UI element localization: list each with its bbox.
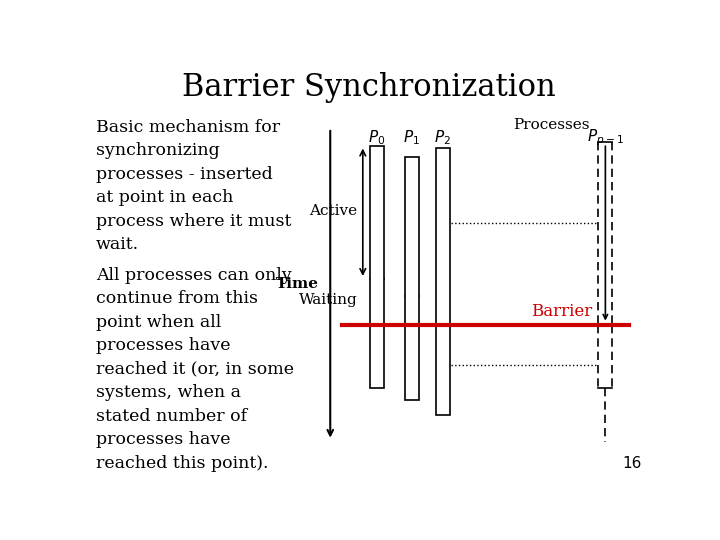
Text: $P_{p-1}$: $P_{p-1}$	[587, 127, 624, 149]
Text: 16: 16	[622, 456, 642, 471]
Bar	[370, 325, 384, 388]
Bar	[405, 157, 418, 325]
Text: All processes can only
continue from this
point when all
processes have
reached : All processes can only continue from thi…	[96, 267, 294, 471]
Text: Processes: Processes	[513, 118, 590, 132]
Text: $P_0$: $P_0$	[368, 129, 385, 147]
Bar	[436, 325, 449, 415]
Text: $P_2$: $P_2$	[434, 129, 451, 147]
Bar	[370, 146, 384, 325]
Bar	[405, 325, 418, 400]
Text: Barrier Synchronization: Barrier Synchronization	[182, 72, 556, 103]
Text: Basic mechanism for
synchronizing
processes - inserted
at point in each
process : Basic mechanism for synchronizing proces…	[96, 119, 292, 253]
Text: $P_1$: $P_1$	[403, 129, 420, 147]
Text: Time: Time	[276, 277, 319, 291]
Bar	[436, 148, 449, 325]
Text: Active: Active	[310, 204, 357, 218]
Text: Waiting: Waiting	[299, 293, 357, 307]
Text: Barrier: Barrier	[531, 303, 592, 320]
